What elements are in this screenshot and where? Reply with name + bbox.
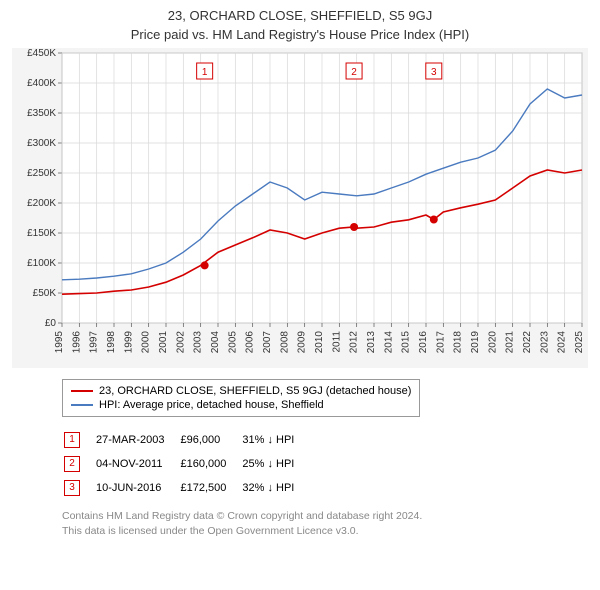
svg-text:£50K: £50K [33, 288, 57, 299]
sale-date: 04-NOV-2011 [96, 453, 178, 475]
svg-text:2024: 2024 [557, 331, 568, 354]
attribution-line1: Contains HM Land Registry data © Crown c… [62, 509, 588, 524]
legend-swatch [71, 390, 93, 392]
svg-text:1995: 1995 [54, 331, 65, 354]
svg-text:£350K: £350K [27, 108, 56, 119]
title-address: 23, ORCHARD CLOSE, SHEFFIELD, S5 9GJ [12, 8, 588, 23]
sale-date: 10-JUN-2016 [96, 477, 178, 499]
svg-text:2018: 2018 [453, 331, 464, 354]
legend-label: 23, ORCHARD CLOSE, SHEFFIELD, S5 9GJ (de… [99, 385, 411, 397]
svg-text:2005: 2005 [227, 331, 238, 354]
svg-text:1998: 1998 [106, 331, 117, 354]
svg-text:2022: 2022 [522, 331, 533, 354]
svg-text:2012: 2012 [349, 331, 360, 354]
sale-price: £160,000 [180, 453, 240, 475]
sale-point-2 [350, 223, 358, 231]
sale-callout-label-1: 1 [202, 67, 208, 78]
svg-text:2013: 2013 [366, 331, 377, 354]
svg-text:1997: 1997 [89, 331, 100, 354]
svg-text:£300K: £300K [27, 138, 56, 149]
sale-marker: 1 [64, 432, 80, 448]
sale-delta: 32% ↓ HPI [242, 477, 308, 499]
legend-swatch [71, 404, 93, 406]
sale-callout-label-2: 2 [351, 67, 357, 78]
svg-text:2007: 2007 [262, 331, 273, 354]
title-block: 23, ORCHARD CLOSE, SHEFFIELD, S5 9GJ Pri… [12, 8, 588, 42]
sale-marker: 2 [64, 456, 80, 472]
svg-text:£100K: £100K [27, 258, 56, 269]
svg-text:£450K: £450K [27, 48, 56, 59]
sale-date: 27-MAR-2003 [96, 429, 178, 451]
svg-text:2004: 2004 [210, 331, 221, 354]
svg-text:2015: 2015 [401, 331, 412, 354]
sale-row: 3 10-JUN-2016£172,50032% ↓ HPI [64, 477, 308, 499]
sales-table: 1 27-MAR-2003£96,00031% ↓ HPI 2 04-NOV-2011… [62, 427, 310, 501]
svg-text:2017: 2017 [435, 331, 446, 354]
svg-text:2000: 2000 [141, 331, 152, 354]
sale-price: £172,500 [180, 477, 240, 499]
sale-delta: 31% ↓ HPI [242, 429, 308, 451]
svg-text:£150K: £150K [27, 228, 56, 239]
svg-text:2016: 2016 [418, 331, 429, 354]
sale-callout-label-3: 3 [431, 67, 437, 78]
svg-text:2014: 2014 [383, 331, 394, 354]
sale-point-1 [201, 261, 209, 269]
svg-text:1996: 1996 [71, 331, 82, 354]
svg-text:2011: 2011 [331, 331, 342, 353]
svg-text:2008: 2008 [279, 331, 290, 354]
svg-text:£250K: £250K [27, 168, 56, 179]
legend-row: HPI: Average price, detached house, Shef… [71, 398, 411, 412]
svg-text:2023: 2023 [539, 331, 550, 354]
svg-text:2021: 2021 [505, 331, 516, 354]
svg-text:2020: 2020 [487, 331, 498, 354]
svg-text:2003: 2003 [193, 331, 204, 354]
chart-container: 23, ORCHARD CLOSE, SHEFFIELD, S5 9GJ Pri… [0, 0, 600, 550]
title-subtitle: Price paid vs. HM Land Registry's House … [12, 27, 588, 42]
legend-label: HPI: Average price, detached house, Shef… [99, 399, 324, 411]
sale-point-3 [430, 216, 438, 224]
svg-text:2001: 2001 [158, 331, 169, 354]
svg-text:2009: 2009 [297, 331, 308, 354]
svg-text:2010: 2010 [314, 331, 325, 354]
svg-text:2006: 2006 [245, 331, 256, 354]
sale-delta: 25% ↓ HPI [242, 453, 308, 475]
svg-text:£400K: £400K [27, 78, 56, 89]
sale-price: £96,000 [180, 429, 240, 451]
sale-row: 1 27-MAR-2003£96,00031% ↓ HPI [64, 429, 308, 451]
svg-text:2019: 2019 [470, 331, 481, 354]
svg-text:£0: £0 [45, 318, 57, 329]
attribution-line2: This data is licensed under the Open Gov… [62, 524, 588, 539]
svg-text:£200K: £200K [27, 198, 56, 209]
legend-row: 23, ORCHARD CLOSE, SHEFFIELD, S5 9GJ (de… [71, 384, 411, 398]
chart: £0 £50K £100K £150K £200K £250K £300K £350K £400… [12, 48, 588, 373]
legend: 23, ORCHARD CLOSE, SHEFFIELD, S5 9GJ (de… [62, 379, 420, 417]
svg-text:1999: 1999 [123, 331, 134, 354]
sale-row: 2 04-NOV-2011£160,00025% ↓ HPI [64, 453, 308, 475]
svg-text:2025: 2025 [574, 331, 585, 354]
sale-marker: 3 [64, 480, 80, 496]
chart-svg: £0 £50K £100K £150K £200K £250K £300K £350K £400… [12, 48, 588, 368]
attribution: Contains HM Land Registry data © Crown c… [62, 509, 588, 538]
svg-text:2002: 2002 [175, 331, 186, 354]
